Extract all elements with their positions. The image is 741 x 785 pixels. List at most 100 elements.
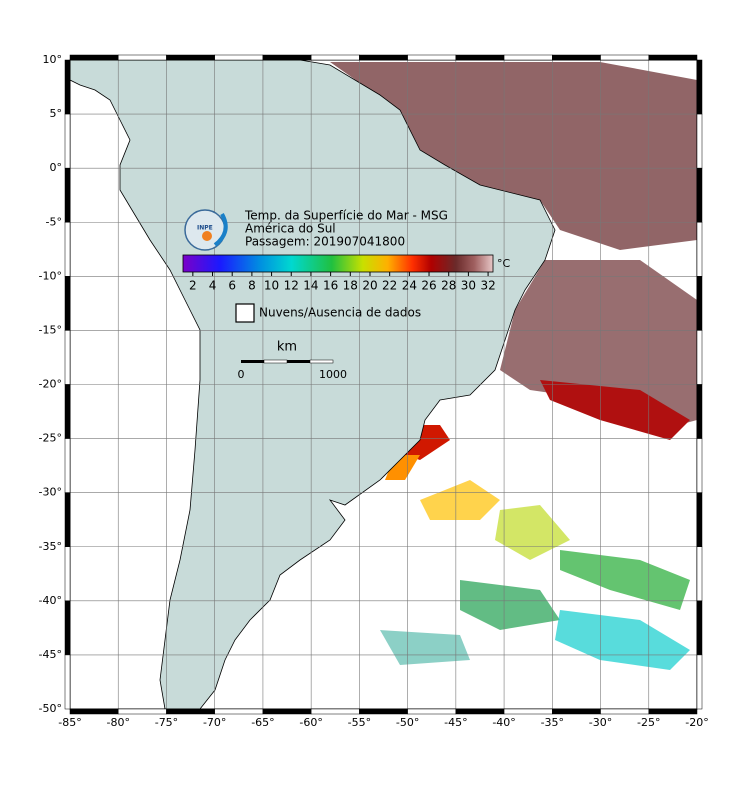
scale-bar: km 0 1000 — [238, 340, 348, 382]
y-tick-label: -45° — [39, 648, 62, 661]
y-tick-label: 5° — [50, 107, 63, 120]
colorbar-unit: °C — [497, 257, 511, 270]
frame-bar — [552, 54, 601, 61]
map-area — [70, 60, 697, 709]
colorbar-tick-label: 20 — [362, 279, 377, 293]
frame-bar — [64, 600, 71, 656]
y-tick-label: 0° — [50, 161, 63, 174]
frame-bar — [696, 492, 703, 547]
colorbar-tick-label: 24 — [402, 279, 417, 293]
frame-bar — [407, 54, 457, 61]
frame-bar — [64, 384, 71, 439]
frame-bar — [166, 708, 215, 715]
colorbar-tick-label: 18 — [343, 279, 358, 293]
colorbar-tick-label: 14 — [303, 279, 318, 293]
colorbar-tick-label: 2 — [189, 279, 197, 293]
frame-bar — [64, 492, 71, 547]
x-tick-label: -30° — [589, 716, 612, 729]
frame-bar — [455, 708, 505, 715]
colorbar-tick-label: 16 — [323, 279, 338, 293]
frame-bar — [696, 600, 703, 656]
frame-bar — [455, 54, 505, 61]
frame-bar — [503, 54, 553, 61]
subtitle: América do Sul — [245, 222, 336, 236]
frame-bar — [69, 708, 119, 715]
frame-bar — [696, 654, 703, 710]
frame-bar — [64, 113, 71, 169]
colorbar-tick-label: 26 — [421, 279, 436, 293]
frame-bar — [696, 330, 703, 385]
y-tick-label: -15° — [39, 323, 62, 336]
frame-bar — [64, 167, 71, 223]
x-tick-label: -50° — [396, 716, 419, 729]
x-tick-label: -55° — [348, 716, 371, 729]
frame-bar — [64, 546, 71, 602]
frame-bar — [262, 54, 312, 61]
frame-bar — [166, 54, 215, 61]
frame-bar — [117, 708, 167, 715]
y-tick-label: -35° — [39, 540, 62, 553]
colorbar-tick-label: 28 — [441, 279, 456, 293]
colorbar-tick-label: 8 — [248, 279, 256, 293]
frame-bar — [552, 708, 601, 715]
grid — [70, 60, 697, 709]
x-tick-label: -65° — [251, 716, 274, 729]
y-tick-label: -30° — [39, 486, 62, 499]
frame-bar — [696, 222, 703, 277]
colorbar-tick-label: 30 — [461, 279, 476, 293]
legend-label: Nuvens/Ausencia de dados — [259, 306, 421, 320]
x-tick-label: -45° — [444, 716, 467, 729]
frame-bar — [310, 708, 360, 715]
frame-bar — [696, 438, 703, 493]
y-tick-label: -20° — [39, 378, 62, 391]
frame-bar — [648, 54, 698, 61]
frame-bar — [359, 54, 408, 61]
frame-bar — [696, 167, 703, 223]
frame-bar — [64, 59, 71, 115]
axes: -85° -80° -75° -70° -65° -60° -55° -50° -45° -40°… — [39, 53, 709, 729]
x-tick-label: -70° — [203, 716, 226, 729]
frame-bar — [64, 222, 71, 277]
x-tick-label: -60° — [299, 716, 322, 729]
y-tick-label: -25° — [39, 432, 62, 445]
frame-bar — [648, 708, 698, 715]
colorbar-tick-label: 6 — [228, 279, 236, 293]
x-tick-label: -85° — [58, 716, 81, 729]
logo: INPE — [184, 209, 228, 251]
frame-bar — [696, 59, 703, 115]
scale-start: 0 — [238, 368, 245, 381]
x-tick-label: -35° — [541, 716, 564, 729]
y-tick-label: -40° — [39, 594, 62, 607]
y-tick-label: -10° — [39, 269, 62, 282]
x-tick-label: -20° — [685, 716, 708, 729]
colorbar — [182, 254, 494, 273]
x-tick-label: -40° — [492, 716, 515, 729]
frame-bar — [64, 438, 71, 493]
frame-bar — [117, 54, 167, 61]
frame-bar — [214, 708, 264, 715]
frame-bar — [359, 708, 408, 715]
colorbar-tick-label: 4 — [209, 279, 217, 293]
title: Temp. da Superfície do Mar - MSG — [244, 209, 448, 223]
frame-bar — [696, 276, 703, 331]
frame-bar — [310, 54, 360, 61]
colorbar-tick-label: 32 — [480, 279, 495, 293]
scale-unit: km — [277, 340, 297, 355]
colorbar-tick-label: 10 — [264, 279, 279, 293]
frame-bar — [600, 708, 650, 715]
frame-bar — [214, 54, 264, 61]
colorbar-tick-label: 22 — [382, 279, 397, 293]
x-tick-label: -75° — [155, 716, 178, 729]
frame-bar — [64, 654, 71, 710]
pass-time: Passagem: 201907041800 — [245, 235, 405, 249]
scale-end: 1000 — [319, 368, 347, 381]
sst-patches — [330, 62, 697, 670]
frame-bar — [696, 546, 703, 602]
y-tick-label: 10° — [43, 53, 63, 66]
frame-bar — [600, 54, 650, 61]
x-tick-label: -25° — [637, 716, 660, 729]
x-tick-label: -80° — [106, 716, 129, 729]
logo-text: INPE — [197, 225, 213, 232]
frame-bar — [503, 708, 553, 715]
